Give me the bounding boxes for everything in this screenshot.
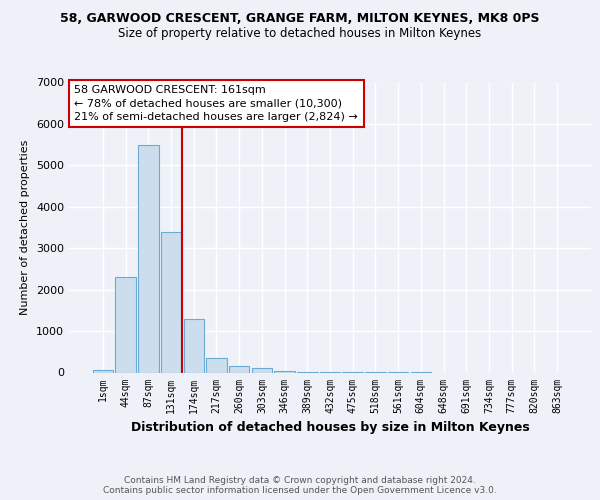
Text: Contains HM Land Registry data © Crown copyright and database right 2024.
Contai: Contains HM Land Registry data © Crown c… <box>103 476 497 495</box>
Bar <box>93 370 113 372</box>
Bar <box>138 144 158 372</box>
X-axis label: Distribution of detached houses by size in Milton Keynes: Distribution of detached houses by size … <box>131 421 529 434</box>
Bar <box>115 277 136 372</box>
Text: 58 GARWOOD CRESCENT: 161sqm
← 78% of detached houses are smaller (10,300)
21% of: 58 GARWOOD CRESCENT: 161sqm ← 78% of det… <box>74 86 358 122</box>
Bar <box>229 366 250 372</box>
Y-axis label: Number of detached properties: Number of detached properties <box>20 140 31 315</box>
Bar <box>206 358 227 372</box>
Bar <box>251 368 272 372</box>
Bar <box>161 232 181 372</box>
Text: Size of property relative to detached houses in Milton Keynes: Size of property relative to detached ho… <box>118 28 482 40</box>
Text: 58, GARWOOD CRESCENT, GRANGE FARM, MILTON KEYNES, MK8 0PS: 58, GARWOOD CRESCENT, GRANGE FARM, MILTO… <box>60 12 540 26</box>
Bar <box>184 318 204 372</box>
